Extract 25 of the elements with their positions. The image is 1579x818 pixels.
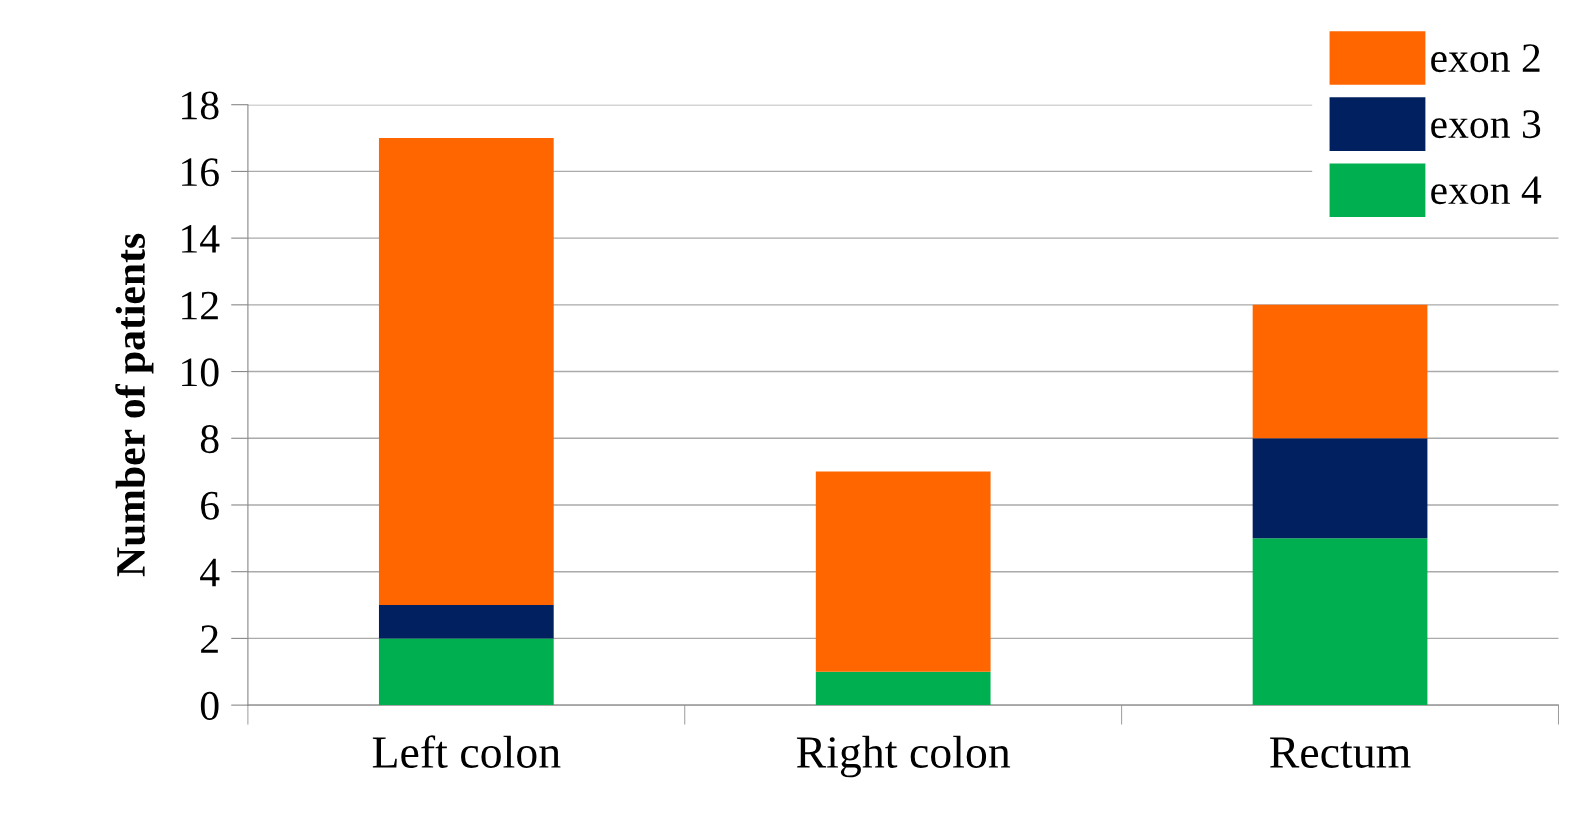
bar [378, 605, 554, 639]
bar [378, 638, 554, 706]
bar [815, 671, 991, 706]
bar [1252, 538, 1428, 706]
y-tick-label: 8 [200, 425, 219, 454]
legend-label: exon 3 [1431, 110, 1541, 139]
y-tick-label: 0 [200, 691, 219, 720]
y-tick-label: 6 [201, 491, 219, 520]
y-tick-label: 14 [182, 225, 220, 253]
y-tick-label: 4 [200, 558, 220, 587]
y-tick-label: 2 [201, 625, 218, 653]
bar [1252, 438, 1428, 539]
legend-label: exon 4 [1431, 176, 1542, 205]
y-tick-label: 18 [182, 91, 219, 120]
x-tick-label: Left colon [372, 735, 561, 768]
bar [378, 138, 554, 606]
y-axis-title: Number of patients [115, 233, 154, 577]
bar [1252, 304, 1428, 439]
y-tick-label: 10 [182, 358, 219, 387]
y-tick-label: 12 [182, 291, 218, 320]
y-tick-label: 16 [182, 158, 219, 187]
legend-label: exon 2 [1431, 44, 1540, 73]
bar [815, 471, 991, 672]
x-tick-label: Rectum [1270, 737, 1411, 768]
x-tick-label: Right colon [796, 735, 1011, 778]
